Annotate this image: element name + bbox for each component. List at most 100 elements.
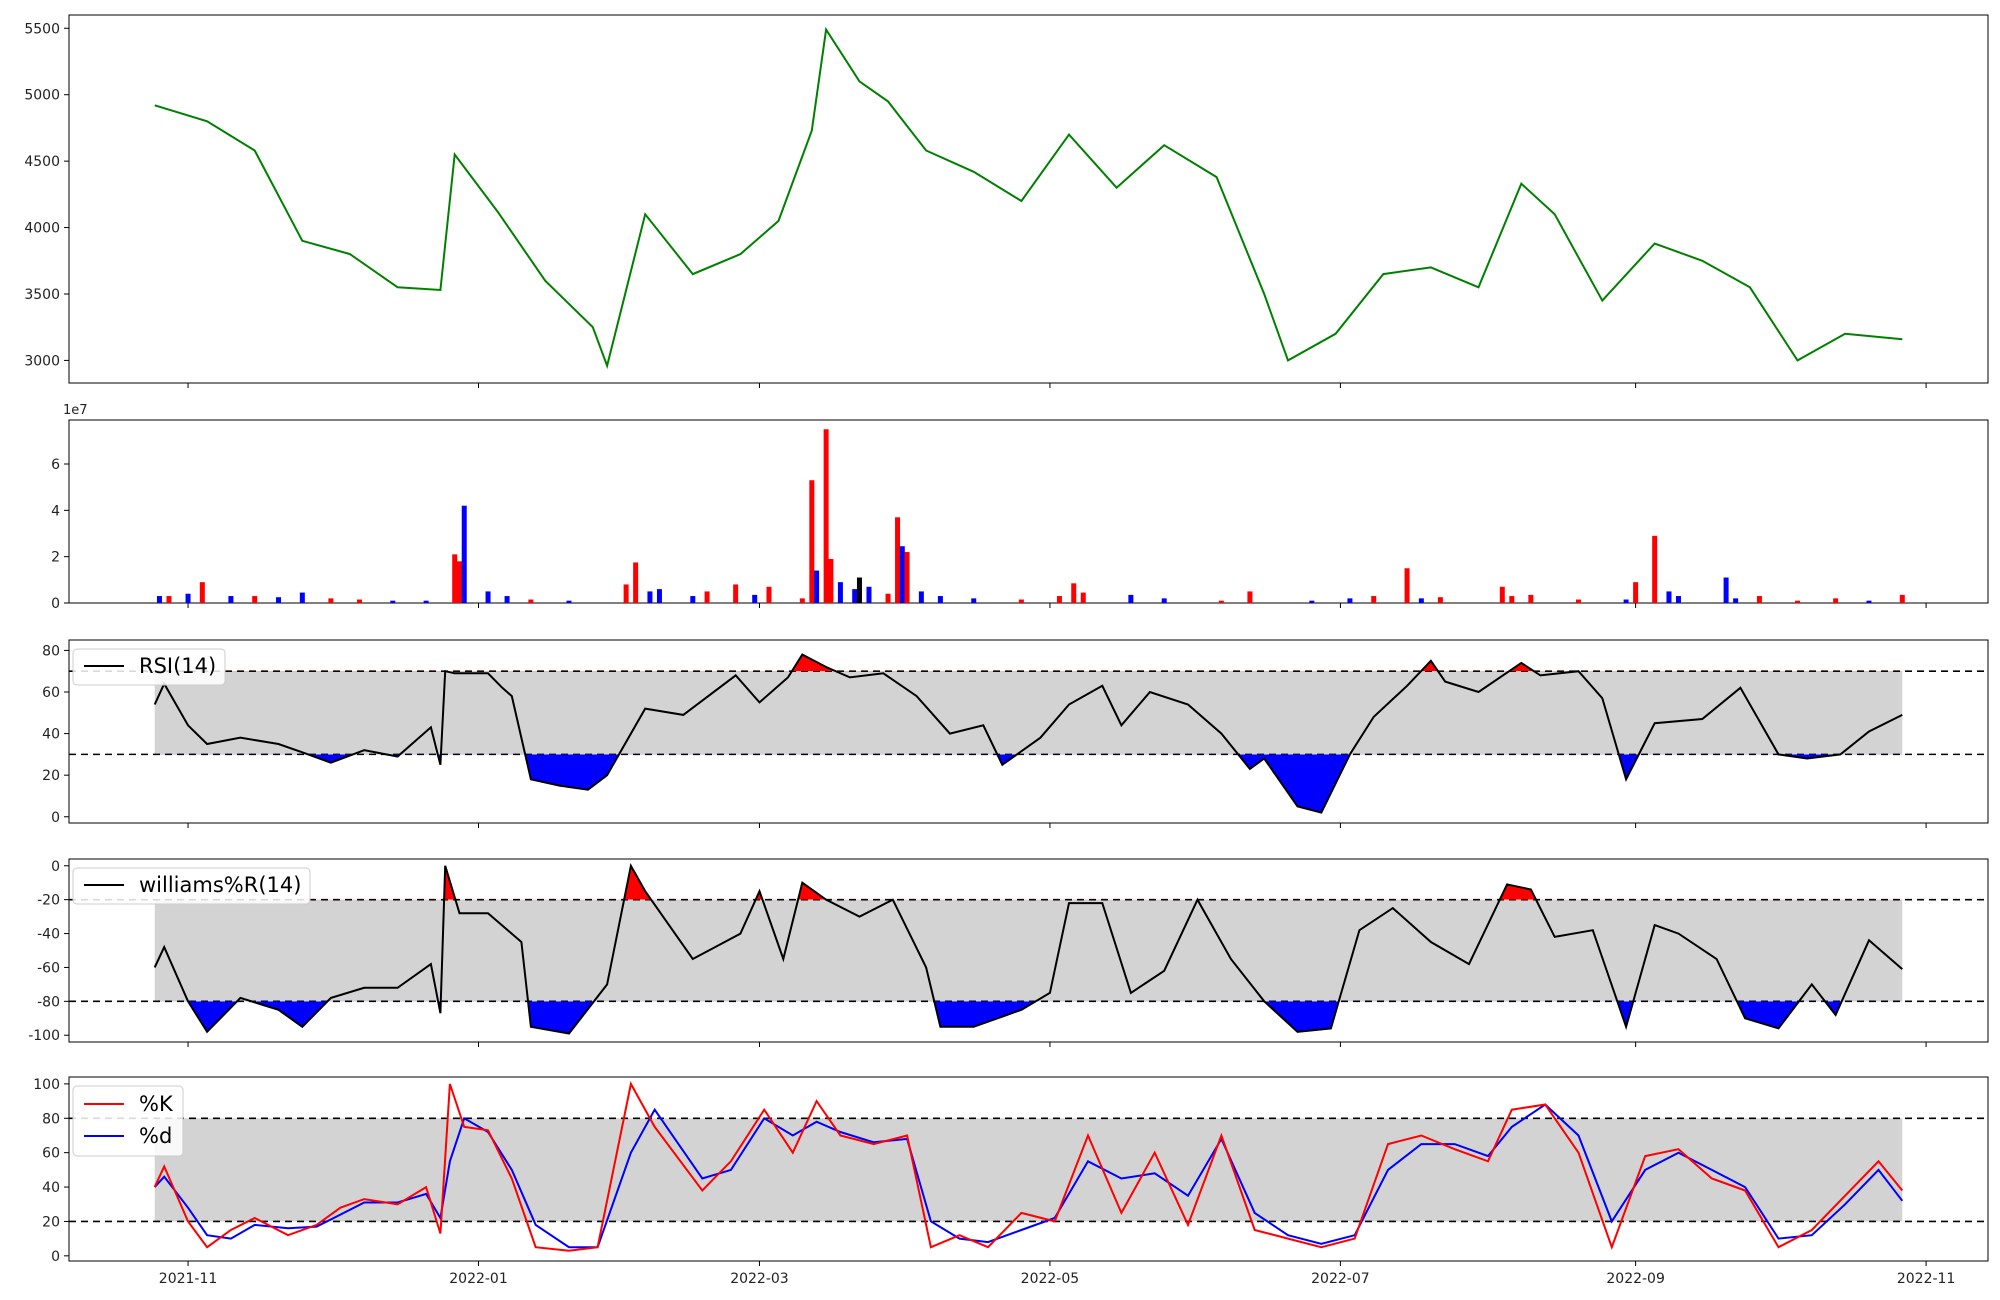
volume-bar	[1652, 535, 1658, 603]
volume-bar	[166, 596, 172, 603]
williams-frame	[68, 858, 1989, 1043]
volume-bar	[1371, 596, 1377, 603]
volume-y-tick-label: 6	[51, 457, 60, 473]
volume-bar	[623, 584, 629, 603]
volume-bar	[276, 597, 282, 603]
volume-bar	[566, 600, 572, 603]
volume-bar	[1437, 597, 1443, 603]
volume-y-tick-label: 2	[51, 550, 60, 566]
x-tick-label: 2022-01	[449, 1271, 508, 1287]
volume-bar	[1633, 582, 1639, 603]
volume-bar	[1218, 600, 1224, 603]
volume-bar	[852, 589, 858, 603]
stochastic-y-tick-label: 20	[42, 1214, 60, 1230]
volume-bar	[1071, 583, 1077, 603]
volume-bar	[1080, 592, 1086, 603]
stochastic-panel: 0 20 40 60 80 100 2021-11 2022-01 2022-03 2022-05…	[33, 1076, 1989, 1287]
volume-bar	[1309, 600, 1315, 603]
x-tick-label: 2022-03	[730, 1271, 789, 1287]
rsi-band	[154, 671, 1903, 755]
volume-bar	[156, 596, 162, 603]
volume-bar	[423, 600, 429, 603]
volume-bar	[704, 591, 710, 603]
volume-bar	[814, 570, 820, 603]
volume-bar	[899, 546, 905, 603]
williams-oversold-fill	[188, 1001, 1842, 1034]
volume-bar	[1899, 594, 1905, 603]
volume-bar	[1347, 598, 1353, 603]
volume-bar	[809, 480, 815, 603]
volume-bar	[461, 505, 467, 603]
volume-bar	[328, 598, 334, 603]
volume-bar	[1675, 596, 1681, 603]
price-y-tick-label: 5000	[24, 88, 60, 104]
price-frame	[68, 14, 1989, 384]
price-y-tick-label: 4000	[24, 221, 60, 237]
volume-bar	[1833, 598, 1839, 603]
d-legend-label: %d	[139, 1124, 172, 1148]
williams-y-tick-label: -100	[28, 1028, 60, 1044]
rsi-line	[153, 653, 1903, 814]
volume-bar	[199, 582, 205, 603]
stochastic-k-line	[153, 1081, 1904, 1252]
volume-bar	[866, 586, 872, 603]
volume-bar	[1128, 594, 1134, 603]
x-tick-label: 2022-05	[1021, 1271, 1080, 1287]
volume-bar	[185, 593, 191, 603]
volume-bar	[904, 552, 910, 603]
volume-bar	[1528, 594, 1534, 603]
williams-line	[153, 862, 1903, 1035]
williams-y-tick-label: -40	[37, 927, 60, 943]
stochastic-y-tick-label: 40	[42, 1180, 60, 1196]
stochastic-y-tick-label: 100	[33, 1077, 60, 1093]
volume-scale-note: 1e7	[63, 403, 88, 418]
williams-y-tick-label: -60	[37, 960, 60, 976]
x-tick-label: 2022-11	[1897, 1271, 1956, 1287]
volume-bar	[1499, 586, 1505, 603]
rsi-legend: RSI(14)	[72, 648, 226, 686]
volume-y-tick-label: 0	[51, 596, 60, 612]
x-tick-label: 2022-09	[1606, 1271, 1665, 1287]
volume-bar	[1018, 599, 1024, 603]
volume-bar	[1866, 600, 1872, 603]
volume-bar	[1795, 600, 1801, 603]
stochastic-d-line	[153, 1103, 1904, 1249]
volume-bar	[1666, 591, 1672, 603]
volume-bar	[390, 600, 396, 603]
volume-bar	[918, 591, 924, 603]
volume-bar	[1509, 596, 1515, 603]
volume-bar	[766, 586, 772, 603]
volume-bar	[1247, 591, 1253, 603]
volume-bar	[1733, 598, 1739, 603]
volume-bar	[1756, 596, 1762, 603]
rsi-legend-label: RSI(14)	[139, 654, 216, 678]
volume-bar	[252, 596, 258, 603]
volume-bar	[895, 517, 901, 603]
stochastic-legend: %K %d	[72, 1085, 184, 1157]
volume-bar	[1418, 598, 1424, 603]
volume-y-tick-label: 4	[51, 503, 60, 519]
volume-bar	[1575, 599, 1581, 603]
price-line	[154, 26, 1903, 370]
price-y-tick-label: 3500	[24, 287, 60, 303]
volume-bar	[656, 589, 662, 603]
volume-bar	[356, 599, 362, 603]
volume-bar	[837, 582, 843, 603]
williams-y-tick-label: 0	[51, 859, 60, 875]
volume-bar	[452, 554, 458, 603]
volume-bar	[1404, 568, 1410, 603]
price-y-tick-label: 5500	[24, 21, 60, 37]
rsi-y-tick-label: 40	[42, 727, 60, 743]
volume-bar	[1723, 577, 1729, 603]
volume-bar	[299, 592, 305, 603]
volume-bar	[1056, 596, 1062, 603]
stochastic-y-tick-label: 60	[42, 1146, 60, 1162]
volume-bar	[528, 599, 534, 603]
volume-bar	[647, 591, 653, 603]
volume-bar	[823, 429, 829, 603]
volume-bar	[828, 558, 834, 603]
williams-y-tick-label: -80	[37, 994, 60, 1010]
volume-bar	[733, 584, 739, 603]
